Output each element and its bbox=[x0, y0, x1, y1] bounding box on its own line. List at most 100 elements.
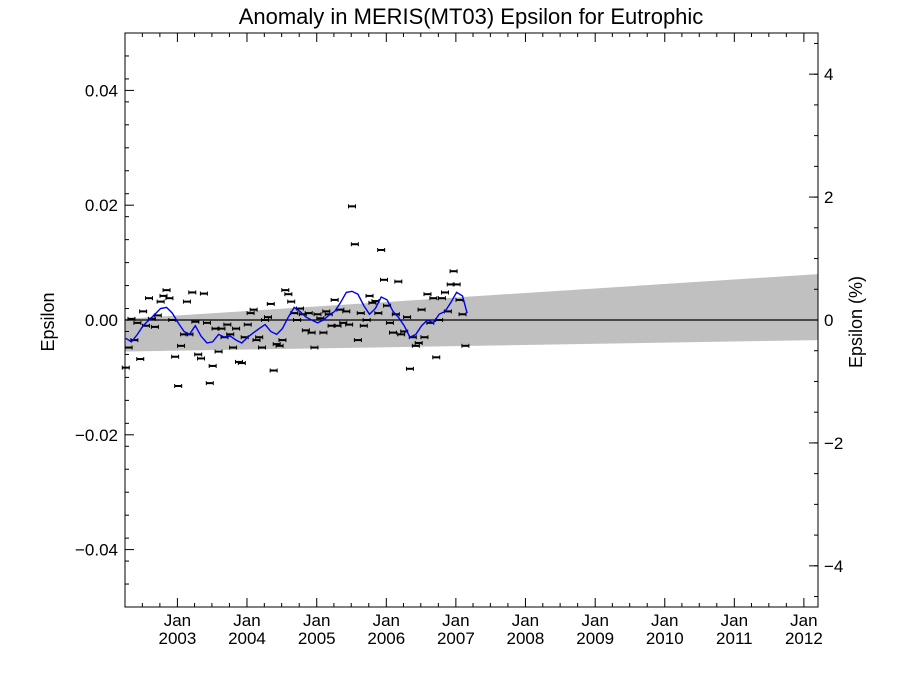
data-point bbox=[429, 296, 438, 301]
data-point bbox=[246, 311, 255, 316]
data-point bbox=[405, 366, 414, 371]
y-tick-label-left: −0.04 bbox=[75, 541, 118, 560]
y-tick-label-right: 2 bbox=[824, 188, 833, 207]
data-point bbox=[156, 299, 165, 304]
data-point bbox=[417, 307, 426, 312]
y-tick-label-left: 0.00 bbox=[85, 311, 118, 330]
x-tick-month: Jan bbox=[164, 611, 191, 630]
data-point bbox=[287, 299, 296, 304]
data-point bbox=[237, 361, 246, 366]
x-axis: Jan2003Jan2004Jan2005Jan2006Jan2007Jan20… bbox=[141, 33, 823, 648]
data-point bbox=[255, 335, 264, 340]
data-point bbox=[136, 357, 145, 362]
data-point bbox=[229, 345, 238, 350]
y-tick-label-left: 0.04 bbox=[85, 81, 118, 100]
chart-title: Anomaly in MERIS(MT03) Epsilon for Eutro… bbox=[239, 4, 704, 29]
confidence-band bbox=[125, 274, 818, 352]
x-tick-year: 2008 bbox=[507, 629, 545, 648]
data-point bbox=[223, 322, 232, 327]
data-point bbox=[214, 349, 223, 354]
data-point bbox=[133, 320, 142, 325]
data-point bbox=[304, 311, 313, 316]
data-point bbox=[281, 288, 290, 293]
data-point bbox=[171, 354, 180, 359]
x-tick-year: 2011 bbox=[716, 629, 753, 648]
data-point bbox=[380, 277, 389, 282]
y-axis-right: 4 2 0 −2 −4 bbox=[809, 42, 843, 598]
x-tick-year: 2007 bbox=[437, 629, 475, 648]
y-tick-label-right: −2 bbox=[824, 434, 843, 453]
data-point bbox=[362, 318, 371, 322]
data-point bbox=[350, 242, 359, 247]
x-tick-year: 2004 bbox=[228, 629, 266, 648]
y-axis-label-right: Epsilon (%) bbox=[846, 276, 866, 368]
x-tick-month: Jan bbox=[303, 611, 330, 630]
data-point bbox=[449, 269, 458, 274]
data-point bbox=[197, 356, 206, 361]
data-point bbox=[441, 290, 450, 295]
y-tick-label-right: −4 bbox=[824, 557, 843, 576]
data-point bbox=[182, 299, 191, 304]
data-point bbox=[313, 312, 322, 317]
x-tick-month: Jan bbox=[512, 611, 539, 630]
data-point bbox=[278, 338, 287, 343]
data-point bbox=[266, 301, 275, 306]
x-tick-month: Jan bbox=[721, 611, 748, 630]
data-point bbox=[414, 340, 423, 345]
data-point bbox=[356, 311, 365, 316]
data-point bbox=[208, 363, 217, 368]
data-point bbox=[162, 288, 171, 293]
data-point bbox=[385, 320, 394, 325]
data-point bbox=[121, 365, 130, 370]
y-tick-label-left: −0.02 bbox=[75, 426, 118, 445]
data-point bbox=[345, 322, 354, 327]
data-point bbox=[423, 292, 432, 297]
data-point bbox=[145, 296, 154, 301]
data-point bbox=[307, 330, 316, 335]
data-point bbox=[194, 352, 203, 357]
data-point bbox=[394, 279, 403, 284]
x-tick-year: 2006 bbox=[367, 629, 405, 648]
data-point bbox=[263, 315, 272, 320]
data-point bbox=[333, 323, 342, 328]
x-tick-year: 2003 bbox=[158, 629, 196, 648]
data-point bbox=[374, 311, 383, 316]
y-axis-label-left: Epsilon bbox=[38, 292, 58, 351]
x-tick-month: Jan bbox=[581, 611, 608, 630]
data-point bbox=[199, 291, 208, 296]
data-point bbox=[461, 343, 470, 348]
data-point bbox=[188, 290, 197, 295]
x-tick-month: Jan bbox=[651, 611, 678, 630]
data-point bbox=[452, 282, 461, 287]
x-tick-year: 2005 bbox=[298, 629, 336, 648]
data-point bbox=[458, 312, 467, 317]
data-point bbox=[252, 338, 261, 343]
y-axis-left: 0.04 0.02 0.00 −0.02 −0.04 bbox=[75, 32, 134, 608]
y-tick-label-right: 4 bbox=[824, 65, 833, 84]
data-point bbox=[411, 343, 420, 348]
y-tick-label-right: 0 bbox=[824, 311, 833, 330]
data-point bbox=[388, 330, 397, 335]
data-point bbox=[365, 293, 374, 298]
data-point bbox=[261, 318, 270, 322]
data-point bbox=[293, 318, 302, 322]
data-point bbox=[310, 345, 319, 350]
data-point bbox=[249, 307, 258, 312]
x-tick-month: Jan bbox=[442, 611, 469, 630]
data-point bbox=[232, 326, 241, 331]
data-point bbox=[347, 204, 356, 209]
data-point bbox=[319, 330, 328, 335]
data-point bbox=[284, 292, 293, 297]
data-point bbox=[258, 345, 267, 350]
data-point bbox=[217, 326, 226, 331]
data-point bbox=[322, 309, 331, 314]
data-points bbox=[121, 204, 470, 389]
data-point bbox=[377, 247, 386, 252]
data-point bbox=[150, 324, 159, 329]
x-tick-year: 2009 bbox=[576, 629, 614, 648]
x-tick-year: 2012 bbox=[785, 629, 823, 648]
data-point bbox=[432, 355, 441, 360]
data-point bbox=[420, 335, 429, 340]
data-point bbox=[275, 343, 284, 348]
